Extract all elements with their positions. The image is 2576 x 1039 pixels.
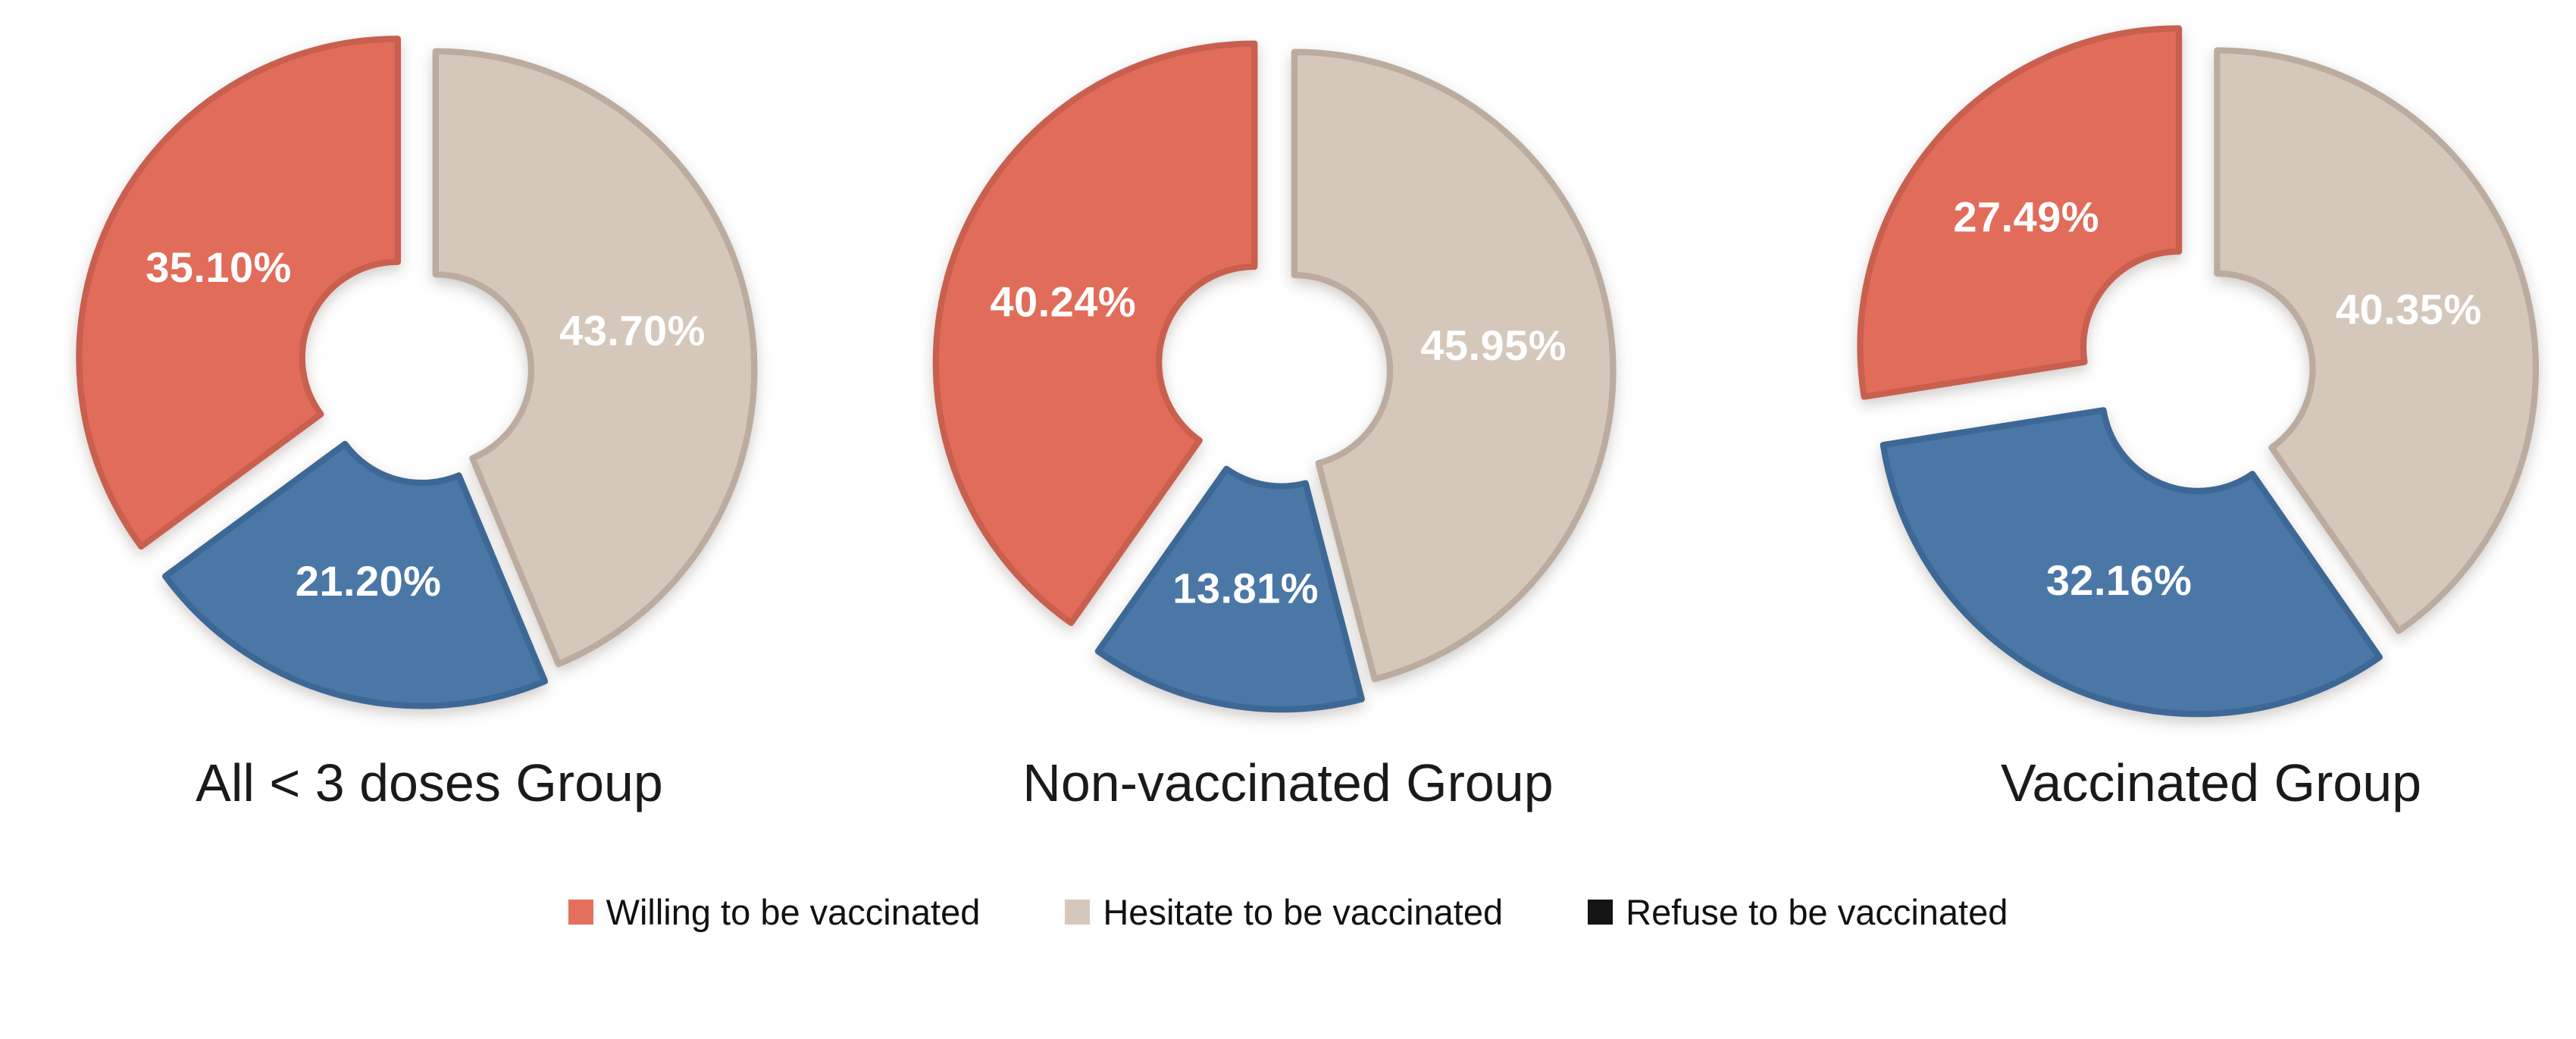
legend: Willing to be vaccinated Hesitate to be …: [0, 891, 2576, 933]
slice-percent-label-hesitate: 40.35%: [2335, 285, 2481, 333]
pie-svg-non-vaccinated: 45.95% 13.81% 40.24%: [932, 40, 1617, 713]
slice-percent-label-willing: 40.24%: [990, 278, 1136, 326]
legend-item-refuse: Refuse to be vaccinated: [1588, 891, 2008, 933]
pie-slice-willing: [932, 40, 1257, 627]
legend-label-hesitate: Hesitate to be vaccinated: [1103, 892, 1504, 932]
pie-slice-refuse: [1880, 407, 2383, 718]
legend-label-refuse: Refuse to be vaccinated: [1626, 892, 2008, 932]
pie-slice-willing: [1856, 25, 2182, 400]
slice-percent-label-hesitate: 45.95%: [1420, 321, 1567, 369]
chart-caption-vaccinated: Vaccinated Group: [2000, 753, 2422, 812]
pie-slice-refuse: [161, 440, 548, 709]
slice-percent-label-willing: 27.49%: [1953, 192, 2099, 240]
pie-svg-all-lt-3-doses: 43.70% 21.20% 35.10%: [75, 36, 757, 709]
pie-slice-hesitate: [2213, 47, 2539, 634]
pie-slice-refuse: [1094, 465, 1365, 713]
pie-slice-willing: [75, 36, 401, 550]
donut-chart-non-vaccinated: 45.95% 13.81% 40.24% Non-vaccinated Group: [859, 5, 1717, 812]
slice-percent-label-refuse: 32.16%: [2045, 556, 2192, 604]
chart-caption-non-vaccinated: Non-vaccinated Group: [1022, 753, 1554, 812]
donut-chart-all-lt-3-doses: 43.70% 21.20% 35.10% All < 3 doses Group: [0, 5, 859, 812]
charts-row: 43.70% 21.20% 35.10% All < 3 doses Group 4…: [0, 5, 2576, 812]
legend-swatch-hesitate-icon: [1065, 900, 1091, 925]
donut-chart-vaccinated: 40.35% 32.16% 27.49% Vaccinated Group: [1782, 5, 2576, 812]
legend-swatch-refuse-icon: [1588, 900, 1614, 925]
pie-svg-vaccinated: 40.35% 32.16% 27.49%: [1856, 25, 2539, 718]
legend-swatch-willing-icon: [568, 900, 593, 925]
slice-percent-label-refuse: 21.20%: [295, 557, 441, 605]
slice-percent-label-refuse: 13.81%: [1172, 565, 1319, 612]
legend-item-hesitate: Hesitate to be vaccinated: [1065, 891, 1503, 933]
chart-caption-all-lt-3-doses: All < 3 doses Group: [196, 753, 663, 812]
slice-percent-label-willing: 35.10%: [146, 243, 292, 291]
legend-item-willing: Willing to be vaccinated: [568, 891, 981, 933]
pie-slice-hesitate: [432, 48, 757, 668]
pie-slice-hesitate: [1291, 49, 1617, 683]
slice-percent-label-hesitate: 43.70%: [559, 307, 706, 355]
legend-label-willing: Willing to be vaccinated: [606, 892, 981, 932]
